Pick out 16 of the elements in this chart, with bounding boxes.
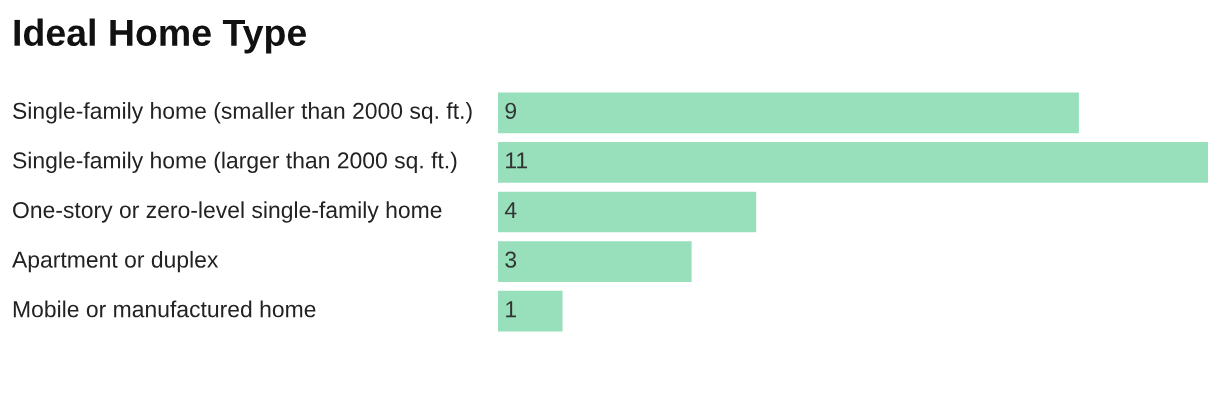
- bar: [498, 290, 563, 332]
- y-tick-label: Single-family home (smaller than 2000 sq. ft.): [13, 102, 472, 124]
- bar: [498, 191, 757, 233]
- y-tick-label: Single-family home (larger than 2000 sq. ft.): [13, 151, 457, 174]
- bar: [498, 142, 1208, 183]
- y-tick-label: Mobile or manufactured home: [13, 300, 316, 318]
- y-tick-label: One-story or zero-level single-family home: [13, 201, 442, 223]
- data-label: 4: [504, 202, 517, 218]
- data-label: 3: [505, 251, 517, 268]
- data-label: 1: [506, 301, 516, 318]
- data-label: 11: [506, 152, 528, 169]
- bar: [498, 241, 692, 282]
- text: Ideal Home Type: [14, 18, 306, 54]
- bar: [498, 92, 1079, 134]
- data-label: 9: [505, 102, 517, 119]
- y-tick-label: Apartment or duplex: [12, 250, 219, 273]
